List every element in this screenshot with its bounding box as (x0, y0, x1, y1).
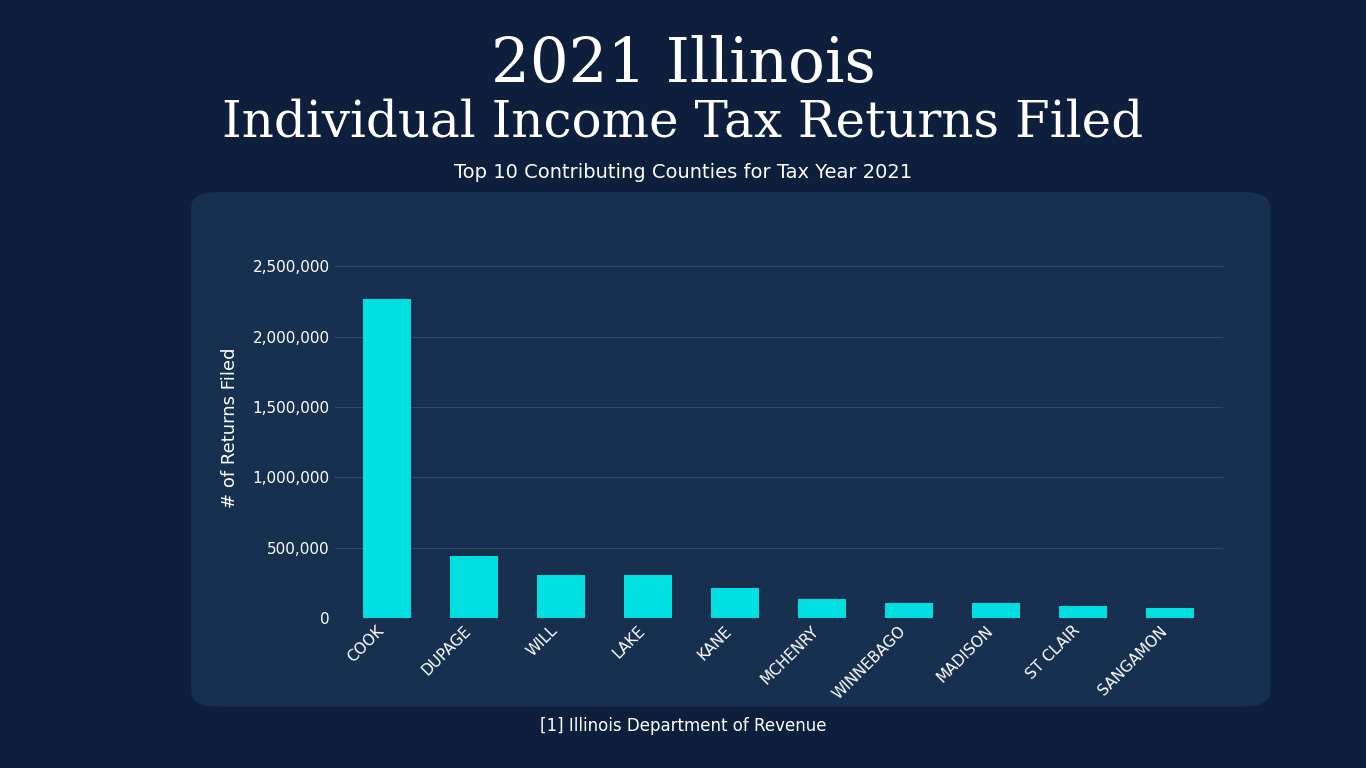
Bar (449, 556, 497, 618)
Text: 2021 Illinois: 2021 Illinois (490, 35, 876, 95)
Bar (973, 604, 1020, 618)
Bar (1146, 607, 1194, 618)
Text: Individual Income Tax Returns Filed: Individual Income Tax Returns Filed (223, 98, 1143, 147)
Bar (712, 588, 759, 618)
FancyBboxPatch shape (191, 192, 1270, 707)
Y-axis label: # of Returns Filed: # of Returns Filed (221, 348, 239, 508)
Bar (537, 574, 585, 618)
Bar (363, 299, 411, 618)
Bar (1060, 605, 1108, 618)
Text: Top 10 Contributing Counties for Tax Year 2021: Top 10 Contributing Counties for Tax Yea… (454, 164, 912, 182)
Bar (885, 603, 933, 618)
Bar (624, 575, 672, 618)
Bar (798, 599, 846, 618)
Text: [1] Illinois Department of Revenue: [1] Illinois Department of Revenue (540, 717, 826, 735)
